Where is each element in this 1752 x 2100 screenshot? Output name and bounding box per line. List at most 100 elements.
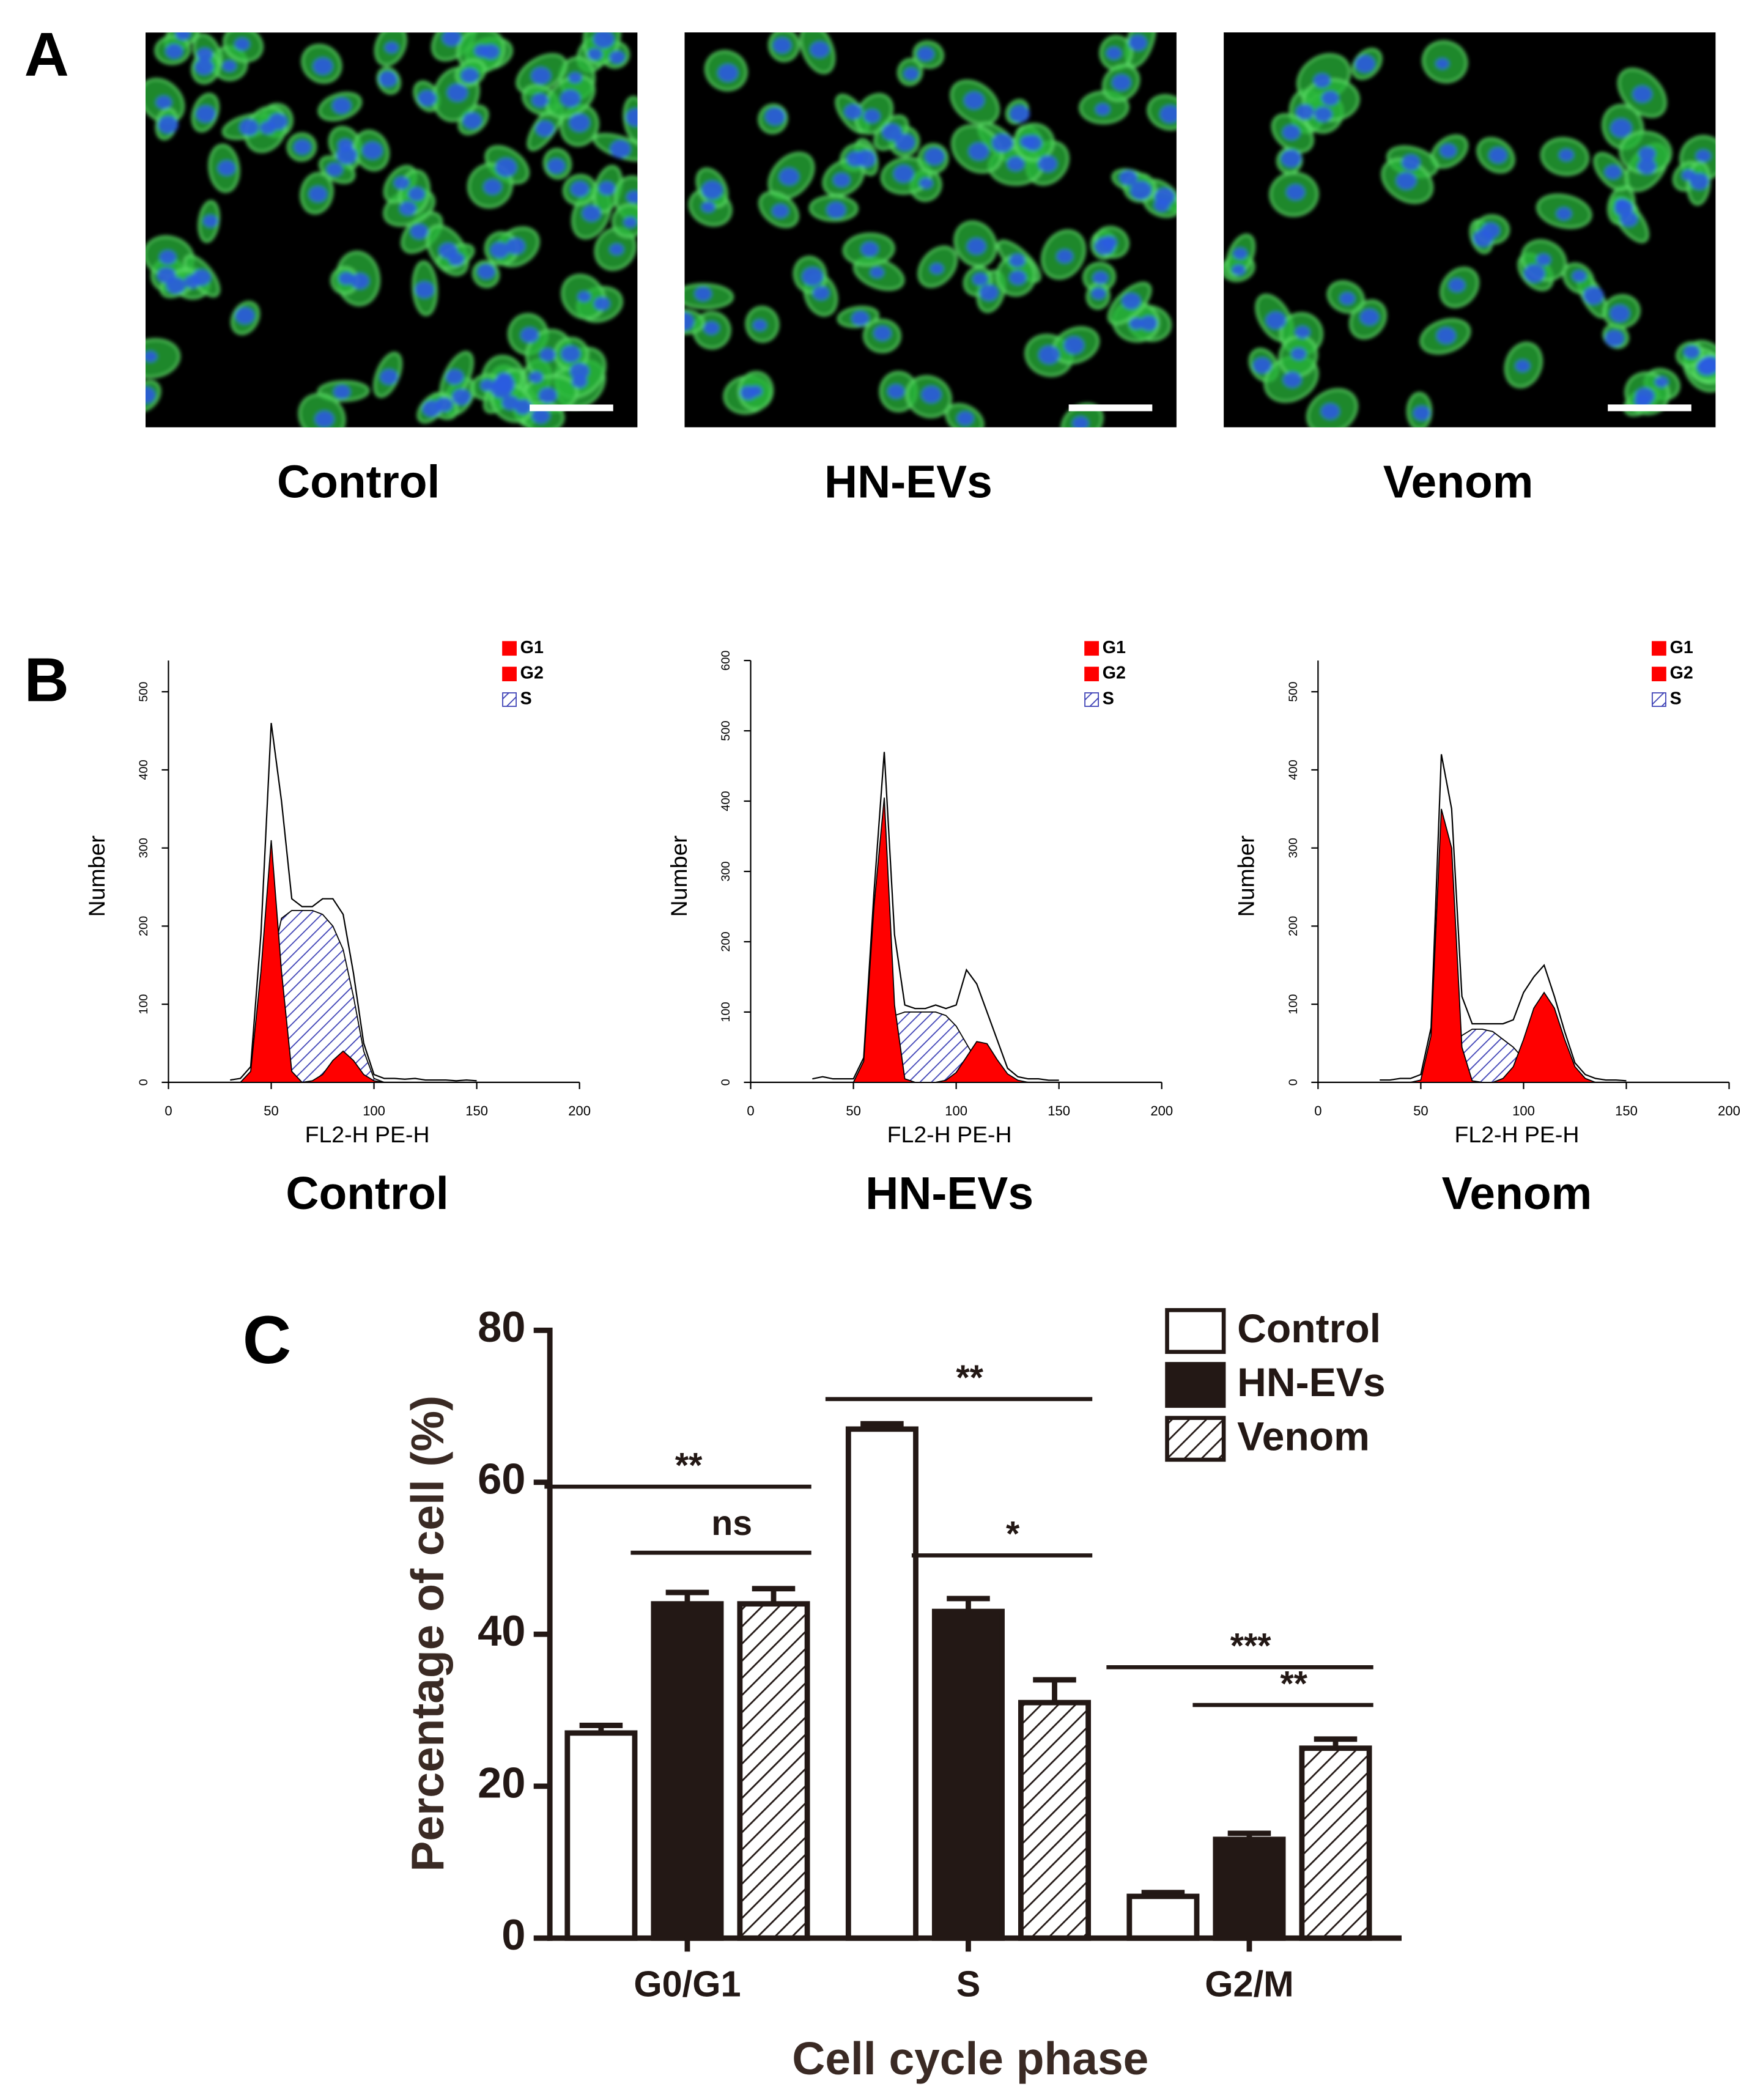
nucleus xyxy=(1655,376,1669,388)
nucleus xyxy=(930,263,944,275)
y-tick-label: 400 xyxy=(1287,760,1300,780)
nucleus xyxy=(514,399,533,415)
nucleus xyxy=(964,91,985,109)
area xyxy=(812,1041,1059,1083)
nucleus xyxy=(772,204,789,218)
bar xyxy=(651,1601,724,1941)
nucleus xyxy=(587,48,603,61)
y-tick-label: 400 xyxy=(719,791,733,811)
nucleus xyxy=(350,273,369,289)
nucleus xyxy=(332,97,352,114)
nucleus xyxy=(1007,156,1025,171)
x-tick-label: G0/G1 xyxy=(634,1963,741,2004)
nucleus xyxy=(1265,311,1287,330)
nucleus xyxy=(882,123,902,141)
nucleus xyxy=(598,181,616,196)
nucleus xyxy=(1095,103,1111,116)
nucleus xyxy=(979,284,999,301)
nucleus xyxy=(893,165,914,183)
nucleus xyxy=(1252,357,1272,374)
nucleus xyxy=(1695,149,1711,163)
nucleus xyxy=(1610,118,1632,138)
nucleus xyxy=(802,267,824,286)
nucleus xyxy=(846,151,865,167)
nucleus xyxy=(165,43,183,59)
nucleus xyxy=(1291,347,1307,360)
nucleus xyxy=(547,158,566,174)
nucleus xyxy=(146,386,156,404)
nucleus xyxy=(568,72,582,84)
nucleus xyxy=(380,369,398,385)
x-axis-label: FL2-H PE-H xyxy=(887,1122,1012,1147)
legend-swatch xyxy=(1652,641,1666,656)
nucleus xyxy=(410,224,429,239)
y-tick-label: 0 xyxy=(719,1079,733,1085)
nucleus xyxy=(1690,172,1709,190)
nucleus xyxy=(336,146,358,165)
nucleus xyxy=(1699,356,1716,374)
bar xyxy=(1299,1745,1372,1941)
nucleus xyxy=(506,238,525,255)
nucleus xyxy=(1481,223,1500,238)
area xyxy=(1380,991,1627,1083)
nucleus xyxy=(919,177,933,189)
y-tick-label: 60 xyxy=(478,1455,525,1503)
scale-bar xyxy=(1068,404,1153,412)
nucleus xyxy=(399,201,416,216)
significance-label: ns xyxy=(711,1504,752,1543)
nucleus xyxy=(531,93,549,108)
nucleus xyxy=(1448,278,1466,292)
y-tick-label: 100 xyxy=(719,1002,733,1022)
total-line xyxy=(230,723,477,1082)
nucleus xyxy=(577,291,591,302)
nucleus xyxy=(1009,270,1027,285)
nucleus xyxy=(490,242,509,259)
bar xyxy=(1126,1893,1200,1941)
legend-label: G1 xyxy=(520,638,544,657)
nucleus xyxy=(418,90,437,106)
y-axis-label: Number xyxy=(84,835,109,917)
nucleus xyxy=(873,325,892,341)
nucleus xyxy=(1010,105,1030,123)
legend-label: G1 xyxy=(1670,638,1693,657)
nucleus xyxy=(1355,54,1375,73)
nucleus xyxy=(1440,143,1457,158)
nucleus xyxy=(234,37,250,51)
nucleus xyxy=(833,172,851,188)
total-line xyxy=(812,752,1059,1081)
nucleus xyxy=(1009,253,1026,267)
bar xyxy=(1213,1836,1286,1941)
nucleus xyxy=(1523,264,1545,283)
x-tick-label: 200 xyxy=(1150,1103,1173,1118)
nucleus xyxy=(538,387,557,404)
nucleus xyxy=(1604,330,1624,347)
plot-caption: Venom xyxy=(1442,1167,1592,1219)
nucleus xyxy=(1321,91,1339,106)
scale-bar xyxy=(530,404,613,412)
legend-swatch xyxy=(1165,1308,1226,1354)
bar xyxy=(845,1426,919,1941)
y-tick-label: 300 xyxy=(137,838,150,858)
significance-label: ** xyxy=(675,1446,703,1485)
nucleus xyxy=(194,59,214,75)
x-tick-label: 0 xyxy=(164,1103,172,1118)
nucleus xyxy=(451,388,471,405)
nucleus xyxy=(972,272,988,286)
micrograph xyxy=(684,32,1177,427)
nucleus xyxy=(1129,317,1144,330)
nucleus xyxy=(991,133,1013,152)
legend-swatch xyxy=(1165,1362,1226,1408)
nucleus xyxy=(1396,172,1417,190)
nucleus xyxy=(772,37,792,54)
legend-swatch xyxy=(1652,692,1666,707)
significance-label: *** xyxy=(1230,1627,1272,1666)
nucleus xyxy=(1684,345,1700,359)
nucleus xyxy=(338,272,355,285)
cells xyxy=(1224,40,1716,427)
significance-label: ** xyxy=(1280,1664,1307,1703)
nucleus xyxy=(531,407,550,424)
plot-caption: Control xyxy=(286,1167,448,1219)
nucleus xyxy=(1091,287,1106,300)
nucleus xyxy=(385,42,399,53)
nucleus xyxy=(1063,336,1084,355)
